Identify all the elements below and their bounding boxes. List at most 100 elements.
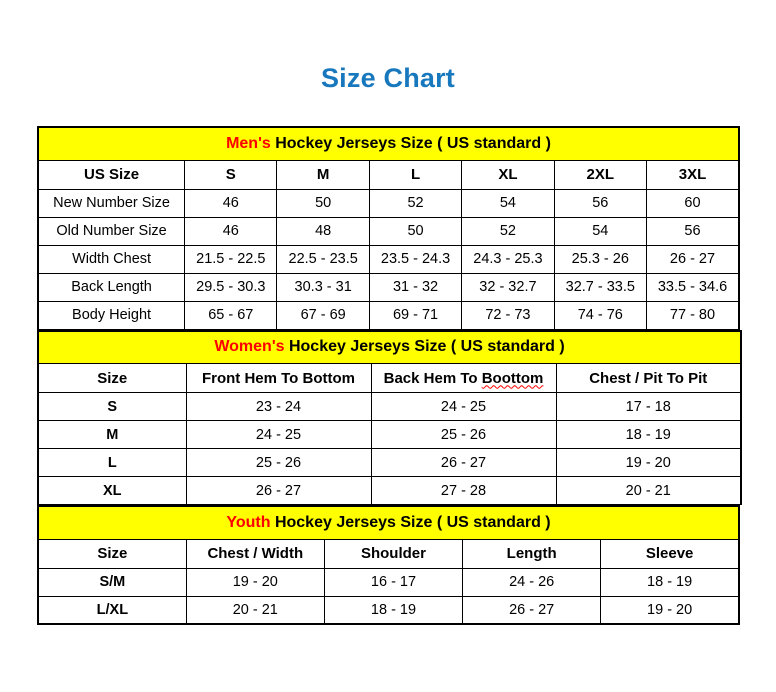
column-header-youth-0: Size (37, 538, 187, 569)
cell-youth-0-0: 19 - 20 (185, 567, 325, 597)
cell-mens-4-0: 65 - 67 (184, 300, 278, 330)
cell-womens-2-0: 25 - 26 (185, 448, 372, 477)
column-header-row-youth: Size Chest / Width Shoulder Length Sleeve (37, 538, 740, 569)
cell-womens-0-2: 17 - 18 (555, 392, 742, 421)
cell-youth-0-3: 18 - 19 (600, 567, 740, 597)
row-label-mens-1: Old Number Size (37, 216, 186, 246)
column-header-mens-1: S (184, 159, 278, 190)
cell-womens-0-1: 24 - 25 (370, 392, 557, 421)
row-label-mens-3: Back Length (37, 272, 186, 302)
cell-mens-1-4: 54 (553, 216, 647, 246)
cell-youth-1-2: 26 - 27 (462, 595, 602, 625)
cell-womens-1-1: 25 - 26 (370, 420, 557, 449)
cell-mens-2-3: 24.3 - 25.3 (461, 244, 555, 274)
column-header-womens-0: Size (37, 363, 187, 393)
cell-mens-1-3: 52 (461, 216, 555, 246)
cell-mens-2-2: 23.5 - 24.3 (368, 244, 463, 274)
table-row: XL 26 - 27 27 - 28 20 - 21 (37, 476, 742, 505)
cell-womens-2-2: 19 - 20 (555, 448, 742, 477)
cell-mens-0-4: 56 (553, 188, 647, 218)
column-header-row-mens: US Size S M L XL 2XL 3XL (37, 159, 740, 190)
cell-mens-0-2: 52 (368, 188, 463, 218)
cell-womens-3-1: 27 - 28 (370, 476, 557, 505)
cell-mens-1-1: 48 (276, 216, 370, 246)
cell-mens-4-4: 74 - 76 (553, 300, 647, 330)
cell-mens-0-3: 54 (461, 188, 555, 218)
section-banner-text-mens: Hockey Jerseys Size ( US standard ) (270, 134, 551, 152)
section-banner-text-youth: Hockey Jerseys Size ( US standard ) (270, 513, 551, 531)
cell-mens-3-2: 31 - 32 (368, 272, 463, 302)
column-header-youth-1: Chest / Width (185, 538, 325, 569)
row-label-mens-0: New Number Size (37, 188, 186, 218)
cell-womens-1-0: 24 - 25 (185, 420, 372, 449)
cell-mens-3-4: 32.7 - 33.5 (553, 272, 647, 302)
table-row: M 24 - 25 25 - 26 18 - 19 (37, 420, 742, 449)
cell-womens-3-2: 20 - 21 (555, 476, 742, 505)
table-row: Old Number Size 46 48 50 52 54 56 (37, 216, 740, 246)
column-header-mens-5: 2XL (553, 159, 647, 190)
cell-mens-0-1: 50 (276, 188, 370, 218)
row-label-mens-4: Body Height (37, 300, 186, 330)
row-label-youth-1: L/XL (37, 595, 187, 625)
cell-mens-2-5: 26 - 27 (645, 244, 740, 274)
column-header-youth-2: Shoulder (323, 538, 464, 569)
section-banner-womens: Women's Hockey Jerseys Size ( US standar… (37, 329, 742, 364)
cell-mens-3-3: 32 - 32.7 (461, 272, 555, 302)
column-header-womens-3: Chest / Pit To Pit (555, 363, 742, 393)
cell-mens-3-0: 29.5 - 30.3 (184, 272, 278, 302)
cell-youth-0-1: 16 - 17 (323, 567, 464, 597)
row-label-womens-0: S (37, 392, 187, 421)
cell-mens-4-2: 69 - 71 (368, 300, 463, 330)
row-label-womens-2: L (37, 448, 187, 477)
cell-youth-1-0: 20 - 21 (185, 595, 325, 625)
cell-womens-3-0: 26 - 27 (185, 476, 372, 505)
size-table-womens: Women's Hockey Jerseys Size ( US standar… (37, 329, 742, 505)
cell-mens-3-5: 33.5 - 34.6 (645, 272, 740, 302)
section-banner-text-womens: Hockey Jerseys Size ( US standard ) (284, 338, 565, 356)
column-header-row-womens: Size Front Hem To Bottom Back Hem To Boott… (37, 363, 742, 393)
cell-mens-0-0: 46 (184, 188, 278, 218)
section-banner-row-womens: Women's Hockey Jerseys Size ( US standar… (37, 329, 742, 364)
cell-womens-1-2: 18 - 19 (555, 420, 742, 449)
size-table-youth: Youth Hockey Jerseys Size ( US standard … (37, 505, 740, 625)
table-row: L 25 - 26 26 - 27 19 - 20 (37, 448, 742, 477)
table-row: L/XL 20 - 21 18 - 19 26 - 27 19 - 20 (37, 595, 740, 625)
cell-womens-2-1: 26 - 27 (370, 448, 557, 477)
size-tables-container: Men's Hockey Jerseys Size ( US standard … (37, 126, 742, 625)
size-table-mens: Men's Hockey Jerseys Size ( US standard … (37, 126, 740, 330)
cell-youth-1-3: 19 - 20 (600, 595, 740, 625)
column-header-mens-2: M (276, 159, 370, 190)
cell-youth-0-2: 24 - 26 (462, 567, 602, 597)
cell-mens-4-5: 77 - 80 (645, 300, 740, 330)
section-banner-youth: Youth Hockey Jerseys Size ( US standard … (37, 505, 740, 540)
table-row: Back Length 29.5 - 30.3 30.3 - 31 31 - 32 32… (37, 272, 740, 302)
column-header-mens-0: US Size (37, 159, 186, 190)
cell-womens-0-0: 23 - 24 (185, 392, 372, 421)
section-banner-mens: Men's Hockey Jerseys Size ( US standard … (37, 126, 740, 161)
column-header-womens-2: Back Hem To Boottom (370, 363, 557, 393)
cell-mens-2-1: 22.5 - 23.5 (276, 244, 370, 274)
column-header-youth-3: Length (462, 538, 602, 569)
cell-mens-4-1: 67 - 69 (276, 300, 370, 330)
section-banner-accent-womens: Women's (214, 338, 285, 356)
column-header-mens-4: XL (461, 159, 555, 190)
row-label-mens-2: Width Chest (37, 244, 186, 274)
cell-mens-1-2: 50 (368, 216, 463, 246)
section-banner-accent-youth: Youth (226, 513, 271, 531)
table-row: S/M 19 - 20 16 - 17 24 - 26 18 - 19 (37, 567, 740, 597)
cell-mens-1-0: 46 (184, 216, 278, 246)
row-label-womens-1: M (37, 420, 187, 449)
cell-mens-1-5: 56 (645, 216, 740, 246)
table-row: Width Chest 21.5 - 22.5 22.5 - 23.5 23.5 - … (37, 244, 740, 274)
column-header-youth-4: Sleeve (600, 538, 740, 569)
table-row: New Number Size 46 50 52 54 56 60 (37, 188, 740, 218)
row-label-youth-0: S/M (37, 567, 187, 597)
cell-youth-1-1: 18 - 19 (323, 595, 464, 625)
column-header-womens-1: Front Hem To Bottom (185, 363, 372, 393)
cell-mens-2-0: 21.5 - 22.5 (184, 244, 278, 274)
column-header-mens-6: 3XL (645, 159, 740, 190)
page-title: Size Chart (320, 63, 456, 93)
cell-mens-0-5: 60 (645, 188, 740, 218)
column-header-mens-3: L (368, 159, 463, 190)
